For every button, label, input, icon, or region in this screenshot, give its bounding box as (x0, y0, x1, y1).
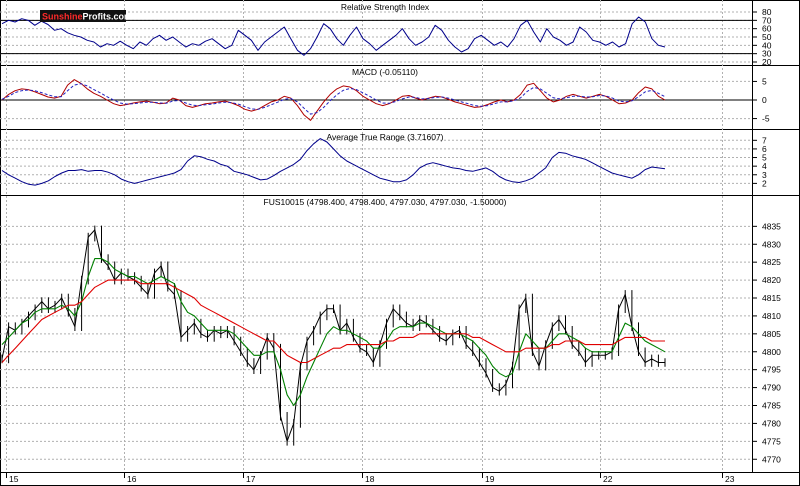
x-tick-label: 22 (603, 474, 613, 484)
label-layer: 15 16 17 18 19 22 238070605040302050-576543248… (9, 7, 781, 484)
y-tick-label: 4800 (762, 347, 781, 357)
y-tick-label: 80 (762, 7, 772, 17)
y-tick-label: 4805 (762, 329, 781, 339)
rsi-panel-title: Relative Strength Index (341, 2, 430, 12)
y-tick-label: 2 (762, 178, 767, 188)
rsi-line (1, 16, 666, 56)
y-tick-label: 4810 (762, 311, 781, 321)
y-tick-label: 4795 (762, 365, 781, 375)
y-tick-label: 4830 (762, 239, 781, 249)
y-tick-label: -5 (762, 114, 770, 124)
y-tick-label: 40 (762, 40, 772, 50)
y-tick-label: 4815 (762, 293, 781, 303)
series-layer (1, 16, 666, 446)
y-tick-label: 3 (762, 170, 767, 180)
y-tick-label: 30 (762, 49, 772, 59)
y-tick-label: 4820 (762, 275, 781, 285)
y-tick-label: 5 (762, 153, 767, 163)
y-tick-label: 4790 (762, 383, 781, 393)
y-tick-label: 4835 (762, 221, 781, 231)
x-tick-label: 15 (9, 474, 19, 484)
logo-part-com: .com (111, 12, 132, 22)
slow-moving-average-line (1, 279, 665, 364)
macd-signal-line (1, 83, 666, 115)
fast-moving-average-line (1, 258, 666, 407)
y-tick-label: 6 (762, 144, 767, 154)
price-panel-title: FUS10015 (4798.400, 4798.400, 4797.030, … (264, 197, 507, 207)
x-tick-label: 16 (127, 474, 137, 484)
y-tick-label: 4785 (762, 401, 781, 411)
y-tick-label: 5 (762, 76, 767, 86)
y-tick-label: 4780 (762, 418, 781, 428)
macd-panel-title: MACD (-0.05110) (352, 67, 418, 77)
y-tick-label: 7 (762, 135, 767, 145)
macd-line (1, 79, 666, 121)
y-tick-label: 20 (762, 57, 772, 67)
x-tick-label: 18 (365, 474, 375, 484)
x-tick-label: 19 (485, 474, 495, 484)
y-tick-label: 4 (762, 161, 767, 171)
y-tick-label: 4775 (762, 436, 781, 446)
y-tick-label: 0 (762, 95, 767, 105)
x-tick-label: 17 (246, 474, 256, 484)
y-tick-label: 70 (762, 15, 772, 25)
svg-text:SunshineProfits.com: SunshineProfits.com (42, 12, 132, 22)
y-tick-label: 4825 (762, 257, 781, 267)
logo-background (40, 10, 126, 22)
logo-part-profits: Profits (83, 12, 112, 22)
atr-line (1, 138, 666, 186)
logo-part-sunshine: Sunshine (42, 12, 83, 22)
x-tick-label: 23 (725, 474, 735, 484)
y-tick-label: 50 (762, 32, 772, 42)
sunshine-profits-logo: SunshineProfits.com (40, 10, 132, 22)
y-tick-label: 4770 (762, 454, 781, 464)
atr-panel-title: Average True Range (3.71607) (326, 132, 443, 142)
y-tick-label: 60 (762, 24, 772, 34)
price-line (1, 229, 665, 442)
